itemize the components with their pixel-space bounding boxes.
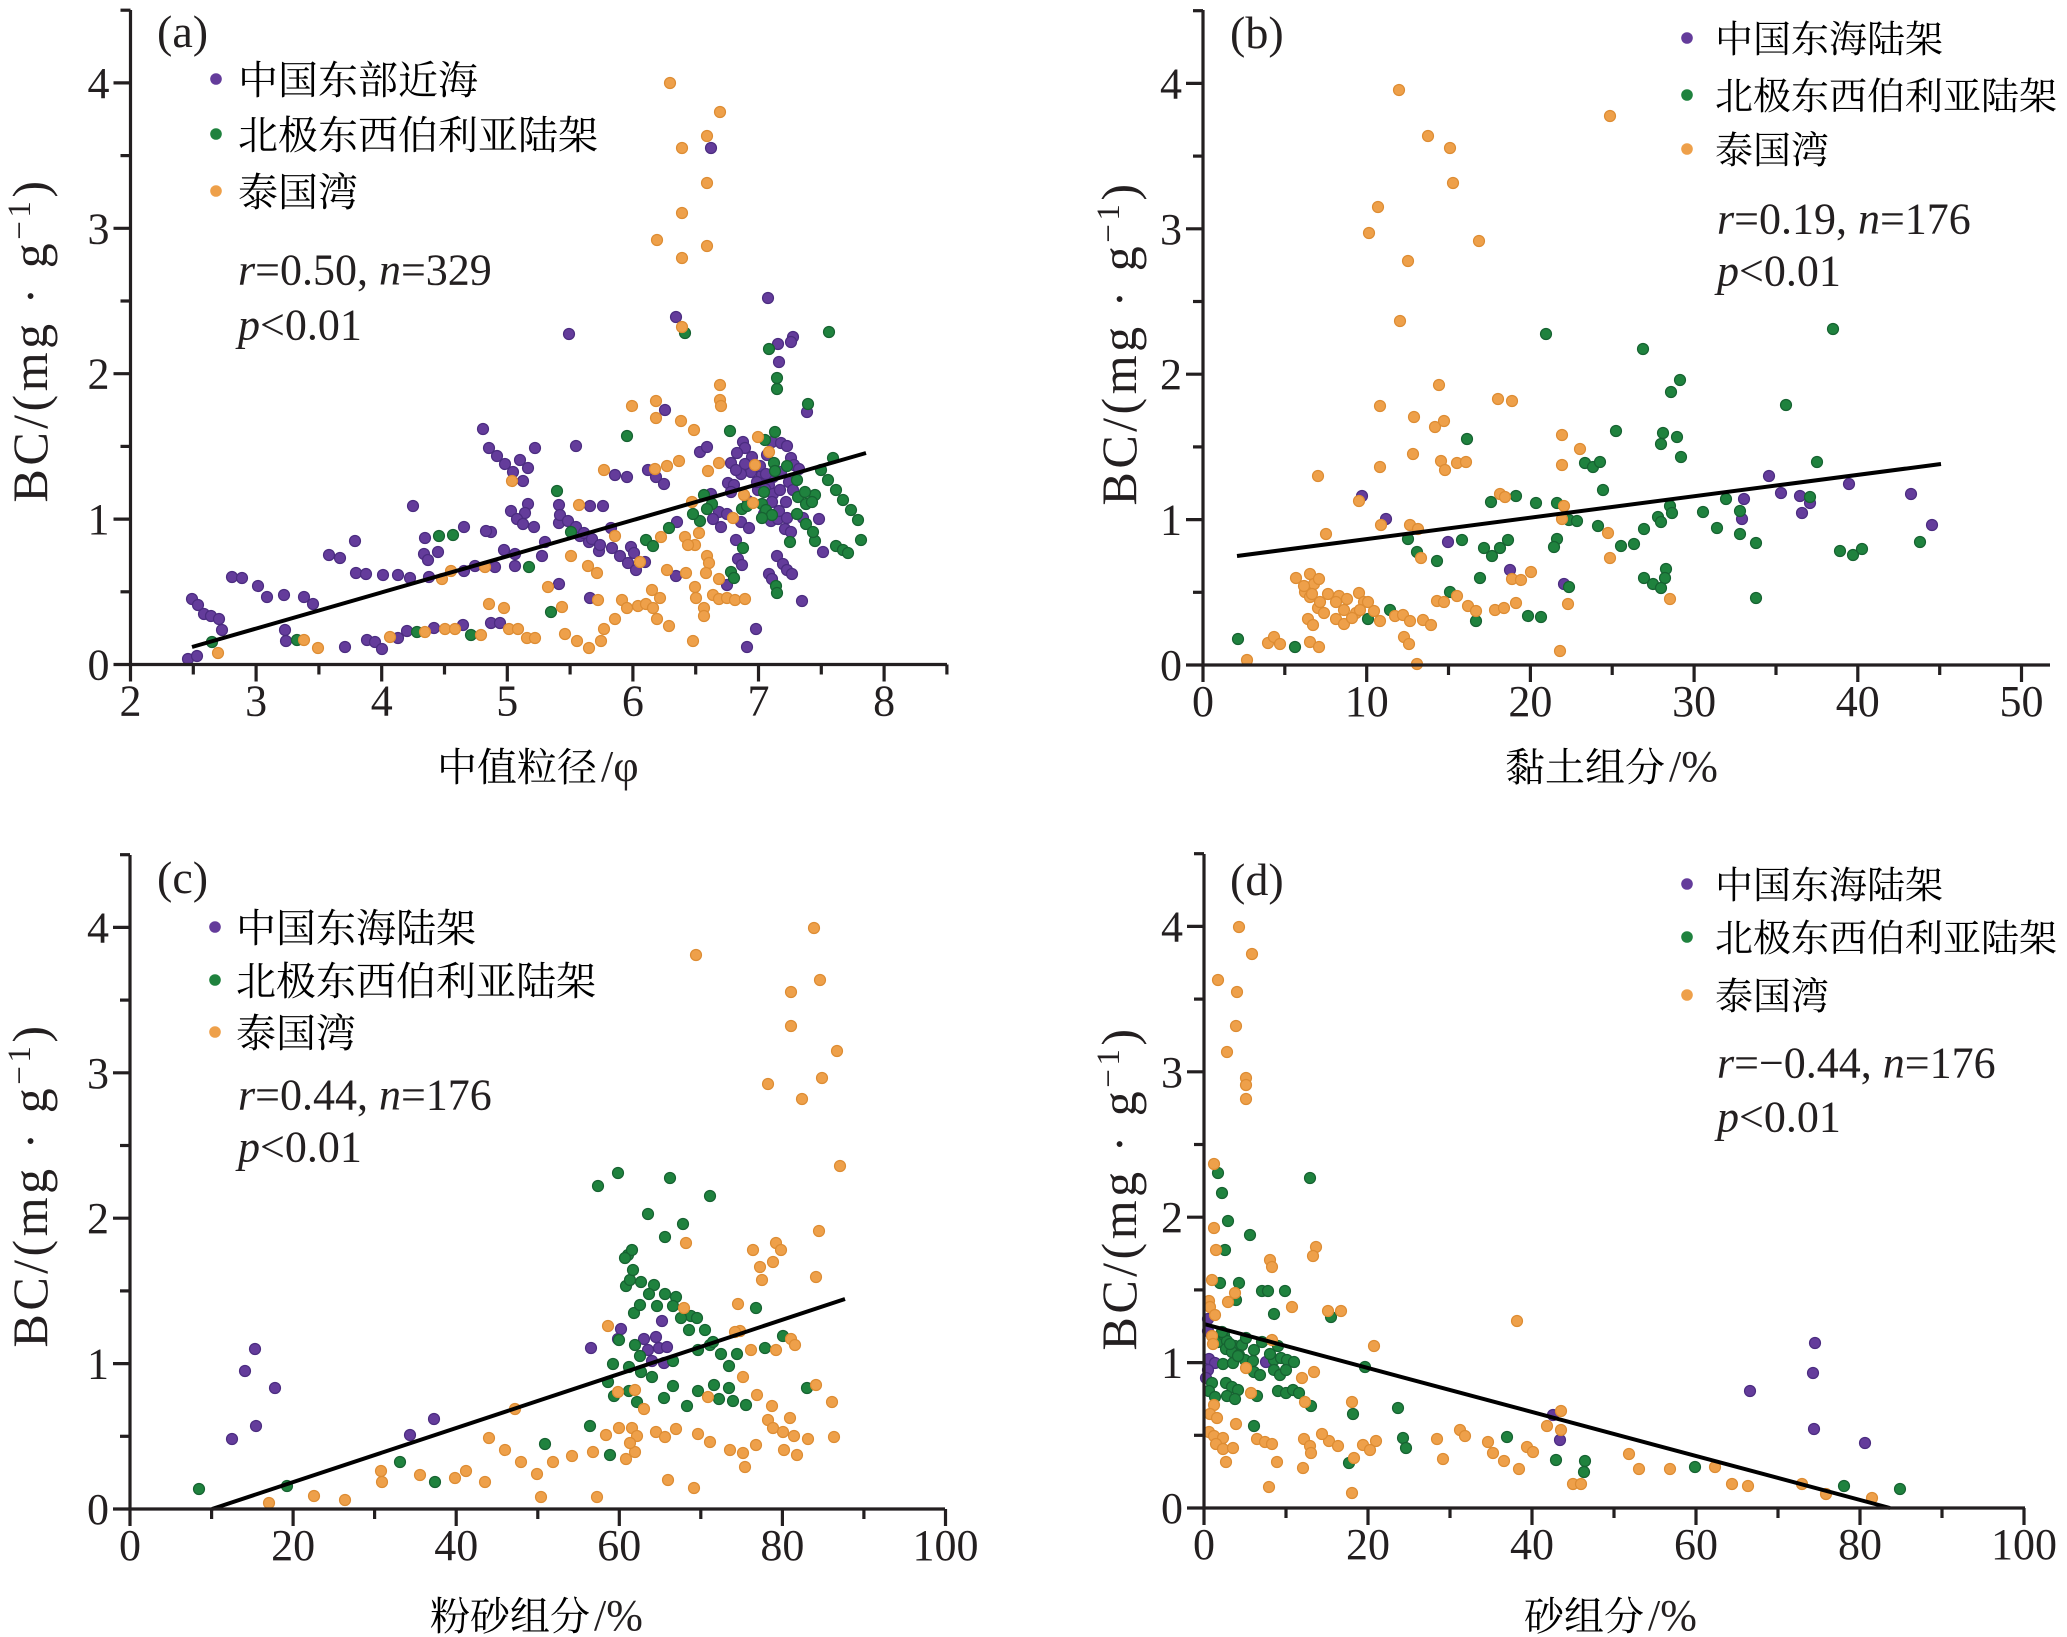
- svg-text:4: 4: [88, 59, 110, 108]
- svg-text:5: 5: [496, 677, 518, 726]
- svg-text:20: 20: [1508, 677, 1552, 726]
- svg-text:0: 0: [88, 641, 110, 690]
- svg-text:p<0.01: p<0.01: [235, 301, 362, 350]
- svg-text:/%: /%: [594, 1591, 643, 1637]
- svg-text:80: 80: [1838, 1520, 1882, 1569]
- svg-text:30: 30: [1672, 677, 1716, 726]
- svg-text:r=0.19, n=176: r=0.19, n=176: [1717, 195, 1971, 244]
- svg-text:1: 1: [1161, 1339, 1183, 1388]
- svg-text:2: 2: [1161, 1193, 1183, 1242]
- svg-text:4: 4: [371, 677, 393, 726]
- svg-text:10: 10: [1345, 677, 1389, 726]
- svg-text:r=0.50, n=329: r=0.50, n=329: [238, 246, 492, 295]
- svg-text:100: 100: [913, 1521, 979, 1570]
- svg-text:60: 60: [597, 1521, 641, 1570]
- svg-text:0: 0: [1192, 677, 1214, 726]
- svg-text:(c): (c): [157, 852, 208, 903]
- svg-text:60: 60: [1674, 1520, 1718, 1569]
- svg-text:(b): (b): [1230, 7, 1284, 58]
- svg-text:r=0.44, n=176: r=0.44, n=176: [238, 1071, 492, 1120]
- svg-text:3: 3: [88, 204, 110, 253]
- svg-text:0: 0: [119, 1521, 141, 1570]
- svg-text:8: 8: [873, 677, 895, 726]
- svg-text:/%: /%: [1648, 1591, 1697, 1637]
- svg-text:100: 100: [1991, 1520, 2057, 1569]
- svg-text:p<0.01: p<0.01: [235, 1123, 362, 1172]
- svg-text:50: 50: [2000, 677, 2044, 726]
- svg-text:4: 4: [87, 903, 109, 952]
- svg-text:4: 4: [1160, 59, 1182, 108]
- svg-text:7: 7: [748, 677, 770, 726]
- svg-text:4: 4: [1161, 902, 1183, 951]
- svg-text:1: 1: [88, 495, 110, 544]
- svg-text:p<0.01: p<0.01: [1714, 247, 1841, 296]
- svg-text:0: 0: [1160, 641, 1182, 690]
- svg-text:3: 3: [1160, 205, 1182, 254]
- svg-text:20: 20: [1346, 1520, 1390, 1569]
- svg-text:3: 3: [1161, 1048, 1183, 1097]
- svg-text:3: 3: [245, 677, 267, 726]
- svg-text:0: 0: [87, 1485, 109, 1534]
- svg-text:(d): (d): [1230, 854, 1284, 905]
- svg-text:2: 2: [87, 1194, 109, 1243]
- svg-text:2: 2: [1160, 350, 1182, 399]
- svg-text:2: 2: [120, 677, 142, 726]
- svg-text:(a): (a): [157, 6, 208, 57]
- svg-text:20: 20: [271, 1521, 315, 1570]
- svg-text:/φ: /φ: [601, 742, 639, 791]
- svg-text:1: 1: [1160, 496, 1182, 545]
- svg-text:r=−0.44, n=176: r=−0.44, n=176: [1717, 1039, 1996, 1088]
- svg-text:40: 40: [1510, 1520, 1554, 1569]
- svg-text:1: 1: [87, 1340, 109, 1389]
- svg-text:0: 0: [1161, 1484, 1183, 1533]
- svg-text:0: 0: [1193, 1520, 1215, 1569]
- svg-text:3: 3: [87, 1049, 109, 1098]
- svg-text:/%: /%: [1669, 742, 1718, 791]
- svg-text:6: 6: [622, 677, 644, 726]
- svg-text:p<0.01: p<0.01: [1714, 1093, 1841, 1142]
- svg-text:2: 2: [88, 350, 110, 399]
- svg-text:80: 80: [760, 1521, 804, 1570]
- svg-text:40: 40: [434, 1521, 478, 1570]
- svg-text:40: 40: [1836, 677, 1880, 726]
- svg-text:BC/(mg · g−1): BC/(mg · g−1): [1091, 1025, 1147, 1350]
